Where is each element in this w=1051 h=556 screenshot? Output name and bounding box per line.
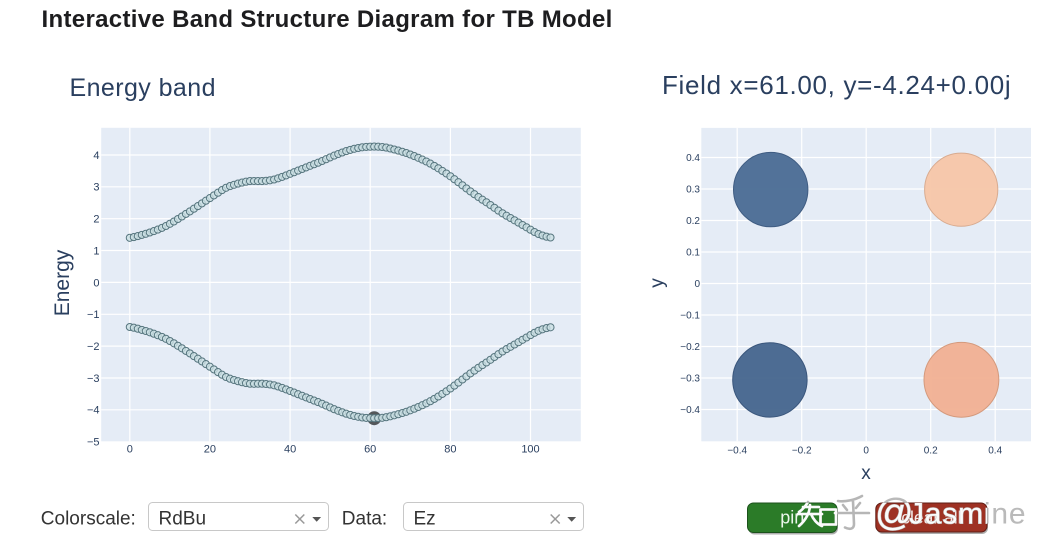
svg-text:−0.4: −0.4	[680, 405, 700, 416]
svg-text:0.3: 0.3	[686, 184, 700, 195]
svg-text:0.2: 0.2	[686, 216, 700, 227]
svg-text:−2: −2	[87, 341, 100, 353]
svg-text:y: y	[647, 278, 668, 288]
svg-text:Energy band: Energy band	[70, 74, 216, 102]
svg-text:2: 2	[93, 214, 99, 226]
svg-text:0: 0	[863, 446, 869, 457]
svg-text:−0.2: −0.2	[792, 446, 812, 457]
svg-text:−0.3: −0.3	[680, 373, 700, 384]
svg-text:clear all: clear all	[901, 508, 961, 528]
svg-text:Field x=61.00, y=-4.24+0.00j: Field x=61.00, y=-4.24+0.00j	[662, 70, 1011, 100]
svg-text:0.2: 0.2	[924, 446, 938, 457]
svg-text:3: 3	[93, 182, 99, 194]
svg-text:@: @	[875, 492, 914, 534]
svg-text:@: @	[875, 492, 914, 534]
svg-text:Data:: Data:	[342, 509, 387, 530]
svg-text:60: 60	[364, 444, 376, 456]
svg-text:Jasmine: Jasmine	[909, 498, 1026, 531]
svg-text:40: 40	[284, 444, 296, 456]
svg-text:1: 1	[93, 245, 99, 257]
svg-text:x: x	[861, 463, 871, 484]
svg-text:−3: −3	[87, 373, 100, 385]
svg-text:−5: −5	[87, 437, 100, 449]
svg-text:4: 4	[93, 150, 99, 162]
svg-text:Energy: Energy	[51, 249, 74, 316]
svg-text:Interactive Band Structure Dia: Interactive Band Structure Diagram for T…	[42, 6, 613, 33]
svg-text:−1: −1	[87, 309, 100, 321]
svg-text:Ez: Ez	[414, 509, 436, 530]
svg-text:−0.1: −0.1	[680, 310, 700, 321]
svg-text:Jasmine: Jasmine	[909, 498, 1026, 531]
svg-text:0.4: 0.4	[686, 153, 700, 164]
svg-text:0.1: 0.1	[686, 247, 700, 258]
svg-text:100: 100	[521, 444, 539, 456]
svg-text:RdBu: RdBu	[159, 509, 207, 530]
svg-text:−0.4: −0.4	[727, 446, 747, 457]
svg-text:−4: −4	[87, 405, 100, 417]
svg-text:80: 80	[444, 444, 456, 456]
svg-text:−0.2: −0.2	[680, 342, 700, 353]
svg-text:0: 0	[694, 279, 700, 290]
svg-text:20: 20	[204, 444, 216, 456]
svg-text:0: 0	[127, 444, 133, 456]
svg-text:Colorscale:: Colorscale:	[41, 509, 136, 530]
svg-text:0.4: 0.4	[988, 446, 1002, 457]
svg-text:0: 0	[93, 277, 99, 289]
